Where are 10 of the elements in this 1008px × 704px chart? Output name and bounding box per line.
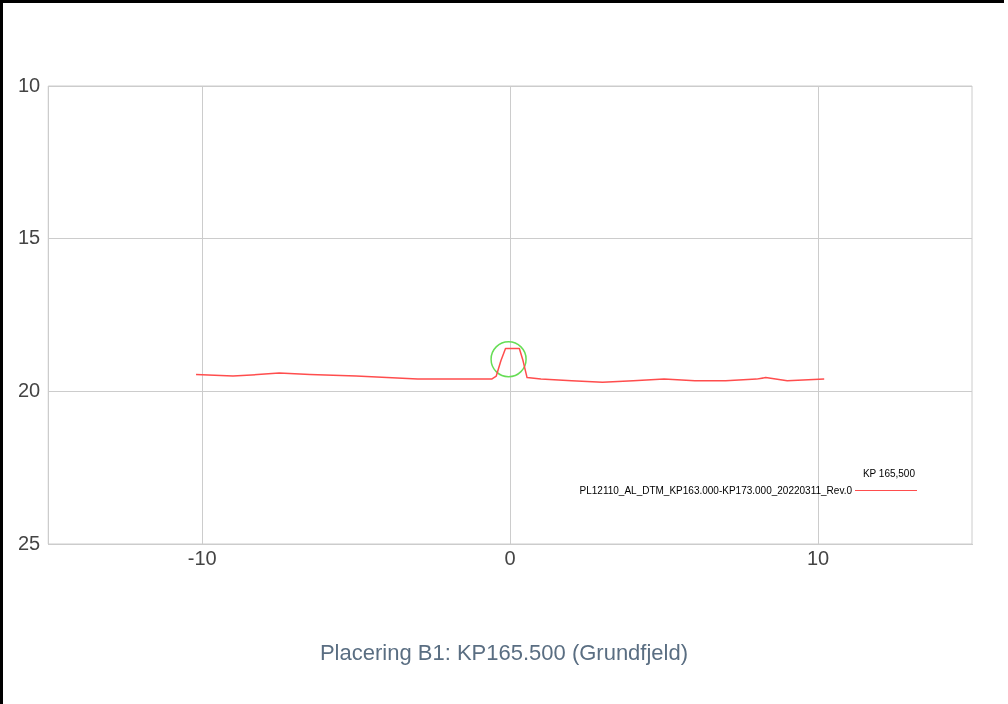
y-tick-label: 15	[18, 226, 41, 249]
x-tick-label: 10	[806, 546, 830, 569]
y-tick-label: 25	[18, 531, 41, 554]
y-tick-label: 10	[18, 73, 41, 96]
x-tick-label: 0	[504, 546, 516, 569]
text: Placering B1: KP165.500 (Grundfjeld)	[318, 640, 690, 666]
legend-title: KP 165,500	[861, 468, 915, 480]
text: PL12110_AL_DTM_KP163.000-KP173.000_20220311_Rev.0	[579, 485, 852, 497]
x-tick-label: -10	[187, 546, 217, 569]
y-tick-label: 20	[18, 378, 41, 401]
